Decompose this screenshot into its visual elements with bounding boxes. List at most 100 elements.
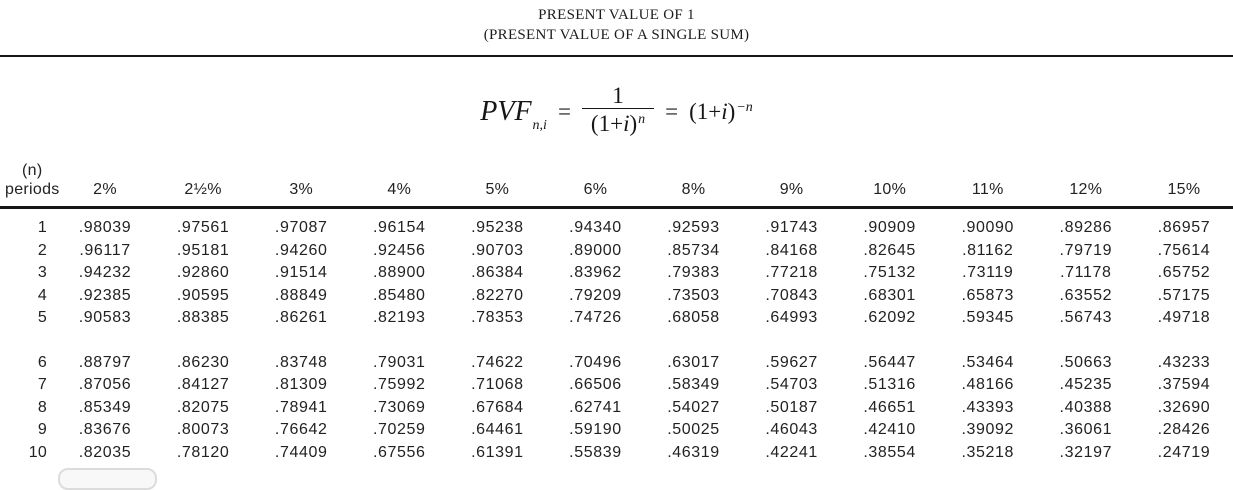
value-cell: .88849 xyxy=(274,286,328,304)
value-cell: .54703 xyxy=(765,376,818,393)
denominator-exponent: n xyxy=(638,112,646,128)
value-cell: .88385 xyxy=(176,309,230,326)
value-cell: .43233 xyxy=(1157,353,1211,371)
table-row: 4 .92385 .90595 .88849 .85480 .82270 .79209 .73… xyxy=(0,285,1233,308)
period-cell: 9 xyxy=(37,421,47,438)
column-header: 5% xyxy=(448,161,547,209)
value-cell: .62741 xyxy=(569,398,622,416)
value-cell: .92593 xyxy=(667,219,720,236)
column-header: 9% xyxy=(742,161,841,209)
value-cell: .75132 xyxy=(863,264,916,281)
value-cell: .94260 xyxy=(274,241,328,259)
value-cell: .46043 xyxy=(765,421,818,438)
value-cell: .87056 xyxy=(78,376,132,393)
value-cell: .96117 xyxy=(79,241,131,259)
table-row: 1 .98039 .97561 .97087 .96154 .95238 .94340 .92… xyxy=(0,208,1233,240)
value-cell: .50663 xyxy=(1059,353,1113,371)
table-row: 8 .85349 .82075 .78941 .73069 .67684 .62741 .54… xyxy=(0,397,1233,420)
value-cell: .43393 xyxy=(961,398,1015,416)
value-cell: .79383 xyxy=(667,264,720,281)
value-cell: .68058 xyxy=(667,309,720,326)
period-cell: 4 xyxy=(37,286,47,304)
value-cell: .86261 xyxy=(274,309,328,326)
periods-header-line1: (n) xyxy=(22,162,43,179)
period-cell: 10 xyxy=(28,443,47,461)
column-header: 3% xyxy=(252,161,351,209)
value-cell: .54027 xyxy=(667,398,720,416)
value-cell: .50025 xyxy=(667,421,720,438)
denominator-variable: i xyxy=(623,111,630,136)
value-cell: .56743 xyxy=(1059,309,1113,326)
value-cell: .58349 xyxy=(667,376,720,393)
value-cell: .65873 xyxy=(961,286,1015,304)
value-cell: .90909 xyxy=(863,219,916,236)
value-cell: .85349 xyxy=(78,398,132,416)
column-header: 6% xyxy=(546,161,645,209)
value-cell: .61391 xyxy=(471,443,524,461)
value-cell: .59345 xyxy=(961,309,1015,326)
value-cell: .90090 xyxy=(961,219,1015,236)
value-cell: .94232 xyxy=(78,264,132,281)
periods-header-block: (n) periods xyxy=(0,161,60,199)
value-cell: .84127 xyxy=(176,376,230,393)
value-cell: .86230 xyxy=(176,353,230,371)
value-cell: .94340 xyxy=(569,219,622,236)
value-cell: .63552 xyxy=(1059,286,1113,304)
column-header: 2% xyxy=(56,161,155,209)
formula-equals-1: = xyxy=(557,99,571,124)
value-cell: .39092 xyxy=(961,421,1015,438)
value-cell: .70843 xyxy=(765,286,818,304)
value-cell: .92860 xyxy=(176,264,230,281)
denominator-close-paren: ) xyxy=(629,111,638,136)
rhs-base: (1+ xyxy=(689,99,722,124)
formula-pvf-subscript: n,i xyxy=(532,118,547,133)
value-cell: .76642 xyxy=(274,421,328,438)
value-cell: .36061 xyxy=(1059,421,1113,438)
period-cell: 3 xyxy=(37,264,47,281)
value-cell: .81309 xyxy=(274,376,328,393)
value-cell: .98039 xyxy=(78,219,132,236)
value-cell: .83676 xyxy=(78,421,132,438)
column-header: 10% xyxy=(840,161,939,209)
value-cell: .45235 xyxy=(1059,376,1113,393)
value-cell: .97087 xyxy=(274,219,328,236)
value-cell: .56447 xyxy=(863,353,916,371)
value-cell: .78353 xyxy=(471,309,524,326)
value-cell: .68301 xyxy=(863,286,916,304)
value-cell: .64993 xyxy=(765,309,818,326)
page-subtitle: (PRESENT VALUE OF A SINGLE SUM) xyxy=(483,27,750,43)
value-cell: .65752 xyxy=(1157,264,1211,281)
present-value-table: (n) periods 2% 2½% 3% 4% 5% 6% 8% 9% 10% 11% 12% 15… xyxy=(0,161,1233,464)
spacer-cell xyxy=(0,330,1233,352)
value-cell: .75992 xyxy=(373,376,426,393)
formula-lhs: PVFn,i xyxy=(480,96,547,133)
table-head: (n) periods 2% 2½% 3% 4% 5% 6% 8% 9% 10% 11% 12% 15… xyxy=(0,161,1233,209)
value-cell: .71178 xyxy=(1060,264,1112,281)
value-cell: .74622 xyxy=(471,353,524,371)
table-row: 6 .88797 .86230 .83748 .79031 .74622 .70496 .63… xyxy=(0,352,1233,375)
table-row: 10 .82035 .78120 .74409 .67556 .61391 .55839 .4… xyxy=(0,442,1233,465)
column-header: 11% xyxy=(938,161,1037,209)
periods-header-line2: periods xyxy=(5,181,60,198)
value-cell: .84168 xyxy=(765,241,818,259)
column-header: 4% xyxy=(350,161,449,209)
value-cell: .96154 xyxy=(373,219,426,236)
page-title: PRESENT VALUE OF 1 xyxy=(538,7,695,23)
pv-formula: PVFn,i = 1 (1+i)n = (1+i)−n xyxy=(0,83,1233,141)
value-cell: .50187 xyxy=(765,398,818,416)
periods-column-header: (n) periods xyxy=(0,161,59,209)
value-cell: .24719 xyxy=(1157,443,1211,461)
cutoff-bottom-pill[interactable] xyxy=(58,468,157,490)
value-cell: .53464 xyxy=(961,353,1015,371)
rhs-variable: i xyxy=(721,99,728,124)
value-cell: .73069 xyxy=(373,398,426,416)
value-cell: .46319 xyxy=(667,443,720,461)
value-cell: .85734 xyxy=(667,241,720,259)
table-row: 2 .96117 .95181 .94260 .92456 .90703 .89000 .85… xyxy=(0,240,1233,263)
value-cell: .90595 xyxy=(176,286,230,304)
value-cell: .74726 xyxy=(569,309,622,326)
value-cell: .88900 xyxy=(373,264,426,281)
value-cell: .64461 xyxy=(471,421,524,438)
table-body: 1 .98039 .97561 .97087 .96154 .95238 .94340 .92… xyxy=(0,208,1233,465)
fraction-numerator: 1 xyxy=(612,83,624,108)
